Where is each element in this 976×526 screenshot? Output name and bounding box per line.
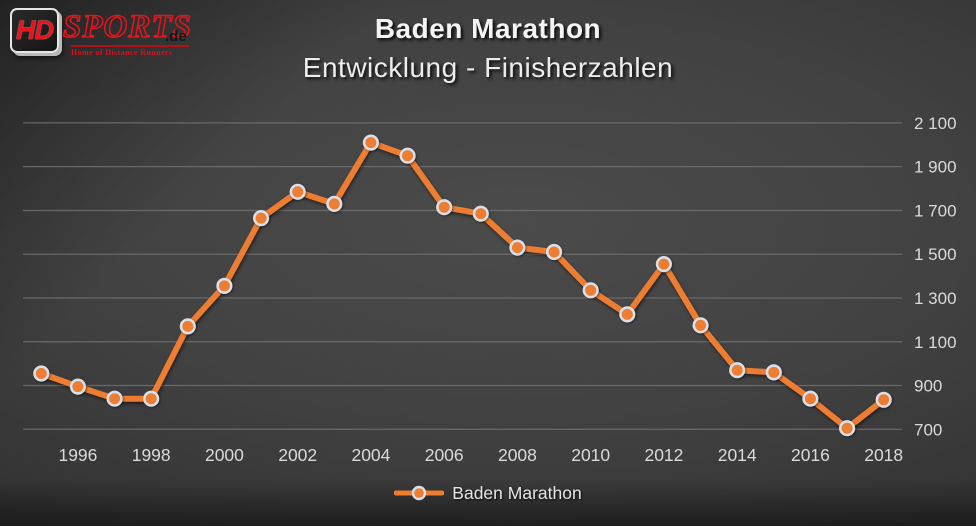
chart-title: Baden Marathon bbox=[374, 13, 602, 44]
y-axis-tick-label: 900 bbox=[914, 377, 942, 396]
logo-hd-text: HD bbox=[16, 15, 54, 45]
logo-sports-text: SPORTS bbox=[63, 9, 192, 45]
chart-legend: Baden Marathon bbox=[0, 480, 976, 506]
x-axis-tick-label: 2014 bbox=[718, 445, 757, 465]
y-axis-tick-label: 1 700 bbox=[914, 201, 957, 220]
x-axis-tick-label: 1998 bbox=[132, 445, 171, 465]
logo-hd-box: HD bbox=[10, 8, 59, 53]
data-point-2016 bbox=[802, 390, 819, 407]
x-axis-tick-label: 2004 bbox=[351, 445, 390, 465]
x-axis-tick-label: 2010 bbox=[571, 445, 610, 465]
x-axis-tick-label: 2012 bbox=[644, 445, 683, 465]
logo-right-block: SPORTS .de Home of Distance Runners bbox=[61, 8, 193, 57]
data-point-2005 bbox=[399, 147, 416, 164]
x-axis-tick-label: 2000 bbox=[205, 445, 244, 465]
logo-tagline: Home of Distance Runners bbox=[71, 45, 189, 57]
data-point-2012 bbox=[655, 256, 673, 273]
data-point-1998 bbox=[143, 390, 160, 407]
data-point-2001 bbox=[253, 210, 270, 227]
logo-tld-text: .de bbox=[165, 28, 187, 45]
data-point-2007 bbox=[472, 205, 489, 222]
data-point-2014 bbox=[729, 362, 746, 379]
data-point-2017 bbox=[838, 420, 856, 437]
x-axis-tick-label: 2002 bbox=[278, 445, 317, 465]
x-axis-tick-label: 2008 bbox=[498, 445, 537, 465]
data-point-2018 bbox=[875, 391, 892, 408]
y-axis-tick-label: 700 bbox=[914, 420, 942, 439]
data-point-2003 bbox=[326, 195, 343, 212]
y-axis-tick-label: 1 900 bbox=[914, 158, 957, 177]
logo-sports-svg: SPORTS .de bbox=[62, 8, 192, 46]
chart-title-block: Baden Marathon Entwicklung - Finisherzah… bbox=[0, 13, 976, 84]
chart-subtitle: Entwicklung - Finisherzahlen bbox=[302, 52, 674, 83]
data-point-2015 bbox=[765, 364, 782, 381]
data-point-2008 bbox=[509, 239, 526, 256]
x-axis-tick-label: 1996 bbox=[58, 445, 97, 465]
data-point-2009 bbox=[545, 243, 563, 261]
y-axis-tick-label: 2 100 bbox=[914, 114, 957, 133]
data-point-2002 bbox=[289, 183, 306, 200]
y-axis-tick-label: 1 500 bbox=[914, 245, 957, 264]
y-axis-tick-label: 1 100 bbox=[914, 333, 957, 352]
y-axis-tick-label: 1 300 bbox=[914, 289, 957, 308]
data-point-2006 bbox=[436, 199, 453, 216]
x-axis-tick-label: 2018 bbox=[864, 445, 903, 465]
hdsports-logo: HD SPORTS .de Home of Distance Runners bbox=[10, 8, 193, 57]
legend-circle-swatch bbox=[412, 485, 427, 501]
legend-marker bbox=[394, 485, 445, 501]
data-point-1999 bbox=[179, 318, 196, 335]
data-point-1996 bbox=[69, 378, 86, 395]
data-point-2000 bbox=[216, 277, 233, 295]
x-axis-tick-label: 2016 bbox=[791, 445, 830, 465]
data-point-2013 bbox=[692, 317, 709, 334]
data-point-2004 bbox=[362, 134, 380, 151]
data-point-2010 bbox=[582, 282, 599, 299]
legend-label: Baden Marathon bbox=[452, 482, 582, 503]
data-point-2011 bbox=[619, 306, 636, 323]
data-point-1997 bbox=[106, 390, 123, 407]
data-point-1995 bbox=[33, 365, 50, 382]
x-axis-tick-label: 2006 bbox=[425, 445, 464, 465]
